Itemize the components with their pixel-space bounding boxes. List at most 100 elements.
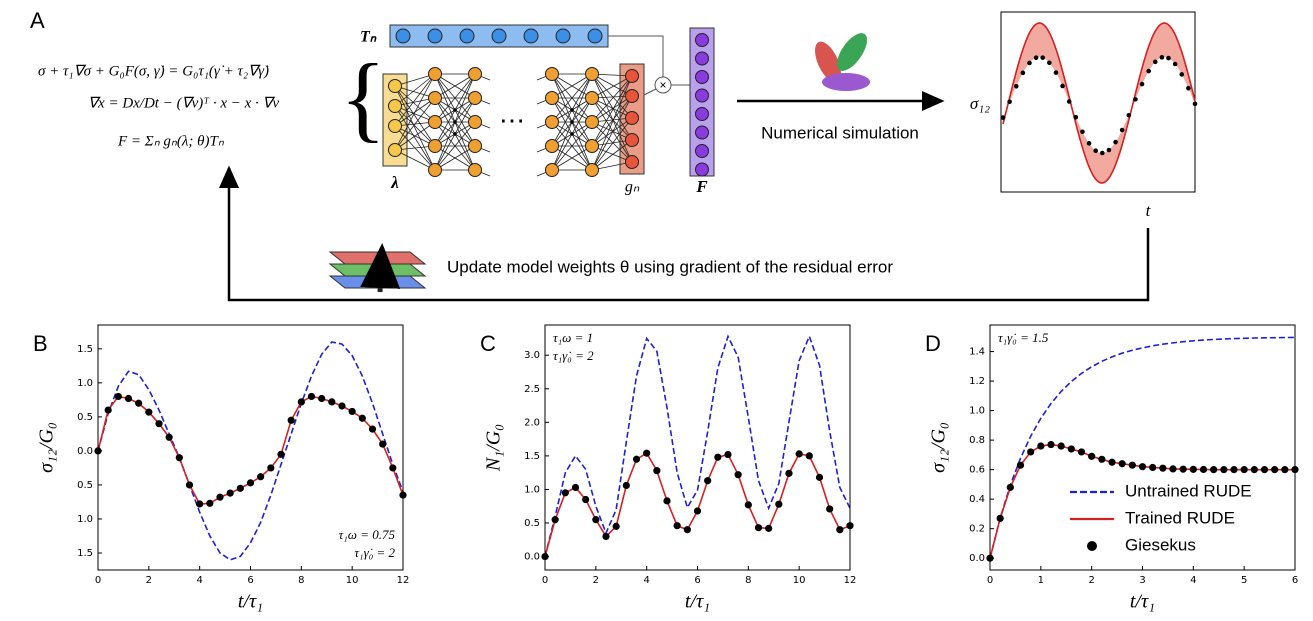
force-node [695,33,709,47]
edge [434,73,476,123]
y-tick-label: 0.8 [969,435,985,446]
sim-dot [1093,148,1098,153]
edge [551,73,593,123]
neuron [468,91,482,105]
neuron [428,139,442,153]
annotation: τ₁γ̇₀ = 1.5 [998,330,1049,345]
edge [591,75,633,171]
data-point [226,489,234,497]
edge [551,121,593,171]
feedback-label: Update model weights θ using gradient of… [447,257,893,276]
edge [394,105,436,147]
edge [551,73,593,99]
data-point [267,464,275,472]
data-point [582,495,590,504]
edge [394,73,436,151]
data-point [114,392,122,401]
data-point [216,493,224,501]
x-tick-label: 4 [196,575,202,586]
data-point [1027,448,1035,456]
x-tick-label: 6 [1292,575,1298,586]
data-point [379,440,387,448]
sim-xlabel: t [1146,201,1152,220]
neuron [625,133,639,147]
sim-dot [1060,83,1065,89]
data-point [765,524,773,532]
layers-icon [328,243,427,293]
edge [394,73,436,127]
sim-dot [1007,99,1012,105]
data-point [1016,461,1025,469]
y-tick-label: 0.5 [77,412,93,423]
neuron [545,139,559,153]
dot [453,108,457,112]
data-point [1077,448,1086,456]
y-axis-label: σ₁₂/G₀ [928,422,950,473]
annotation: τ₁γ̇₀ = 2 [354,545,395,560]
edge [591,73,633,141]
y-axis-label: N₁/G₀ [483,424,505,472]
data-point [571,483,580,492]
sim-dot [1119,127,1125,133]
y-tick-label: 1.0 [77,378,93,389]
y-tick-label: 1.5 [77,344,93,355]
edge [394,85,436,147]
tensor-node [587,28,603,44]
data-point [1047,440,1055,449]
data-point [622,481,630,490]
x-tick-label: 8 [745,575,751,586]
neuron [388,143,402,157]
data-point [734,471,742,479]
edge [434,145,476,171]
data-point [1108,458,1116,466]
sim-dot [1086,141,1092,146]
edge [591,121,633,163]
input-label: λ [390,173,399,192]
y-tick-label: 1.0 [524,484,540,495]
data-point [602,532,610,541]
x-tick-label: 2 [1088,575,1094,586]
edge [591,95,633,147]
equation: F = Σₙ gₙ(λ; θ)Tₙ [117,133,225,149]
edge [591,95,633,123]
force-node [695,88,709,103]
neuron [545,67,559,81]
neuron [388,119,402,133]
data-point [1230,466,1238,474]
x-axis-label: t/τ₁ [685,591,710,613]
x-tick-label: 12 [397,575,410,586]
x-tick-label: 6 [247,575,253,586]
data-point [185,481,194,489]
neuron [625,155,639,169]
y-tick-label: 1.0 [969,406,985,417]
y-tick-label: 0.4 [969,494,985,505]
panel-label: B [33,331,48,356]
x-axis-label: t/τ₁ [238,591,263,613]
x-tick-label: 3 [1139,575,1145,586]
annotation: τ₁γ̇₀ = 2 [553,348,594,363]
x-tick-label: 4 [1190,575,1196,586]
edge [394,121,436,151]
data-point [206,499,214,507]
sim-dot [1192,101,1198,107]
edge [591,117,633,147]
y-tick-label: 1.0 [77,514,93,525]
sim-dot [1106,147,1112,153]
edge [394,97,436,151]
data-point [643,449,651,457]
tensor-node [395,28,411,44]
data-point [246,479,255,487]
y-tick-label: 0.6 [969,465,985,476]
neuron [468,67,482,81]
panel-label: D [925,331,941,356]
x-tick-label: 6 [694,575,700,586]
sim-dot [1152,59,1158,65]
sim-dot [1053,70,1059,75]
edge [434,73,476,99]
neuron [585,139,599,153]
neuron [468,139,482,153]
data-point [1189,465,1197,473]
sim-dot [1139,81,1145,87]
neuron [545,91,559,105]
